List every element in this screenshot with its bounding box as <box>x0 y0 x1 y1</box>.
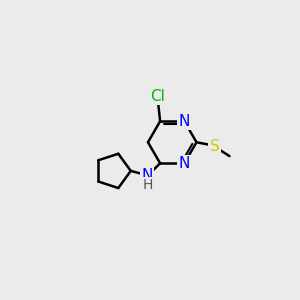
Text: Cl: Cl <box>150 89 165 104</box>
Text: S: S <box>210 139 219 154</box>
Text: N: N <box>179 156 190 171</box>
Text: H: H <box>142 178 153 192</box>
Text: N: N <box>179 114 190 129</box>
Text: N: N <box>142 169 153 184</box>
